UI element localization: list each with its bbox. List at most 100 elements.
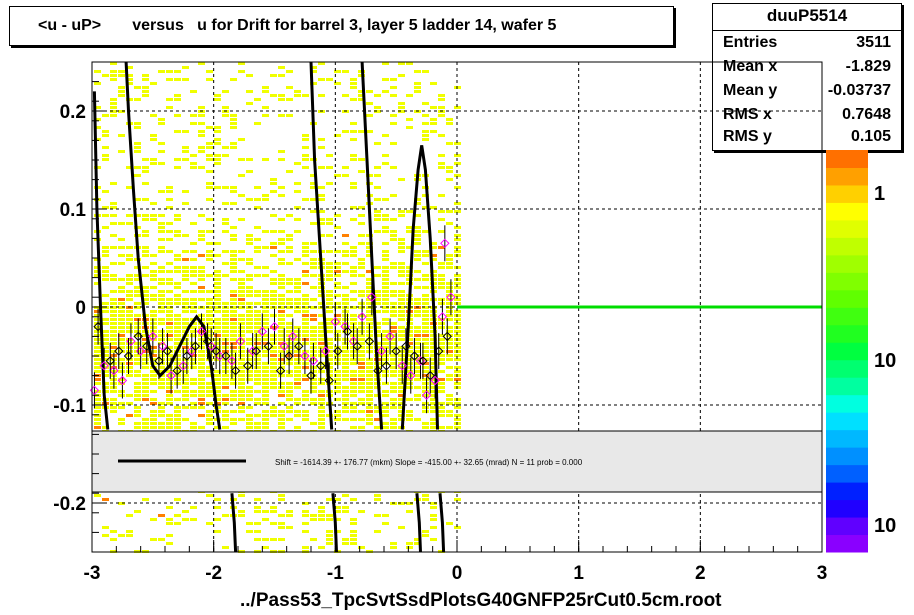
heatmap-cell	[286, 386, 293, 389]
heatmap-cell	[454, 274, 461, 277]
heatmap-cell	[182, 398, 189, 401]
heatmap-cell	[422, 422, 429, 425]
heatmap-cell	[198, 114, 205, 117]
heatmap-cell	[262, 538, 269, 541]
heatmap-cell	[254, 522, 261, 525]
profile-point-magenta	[109, 365, 119, 376]
heatmap-cell	[190, 326, 197, 329]
heatmap-cell	[134, 286, 141, 289]
heatmap-cell	[198, 274, 205, 277]
heatmap-cell	[446, 338, 453, 341]
heatmap-cell	[142, 198, 149, 201]
heatmap-cell	[286, 410, 293, 413]
heatmap-cell	[358, 290, 365, 293]
heatmap-cell	[158, 118, 165, 121]
heatmap-cell	[214, 318, 221, 321]
heatmap-cell	[214, 282, 221, 285]
heatmap-cell	[310, 274, 317, 277]
heatmap-cell	[262, 266, 269, 269]
heatmap-cell	[350, 206, 357, 209]
heatmap-cell	[358, 330, 365, 333]
heatmap-cell	[118, 402, 125, 405]
heatmap-cell	[286, 278, 293, 281]
heatmap-cell	[190, 346, 197, 349]
heatmap-cell	[454, 342, 461, 345]
heatmap-cell	[374, 266, 381, 269]
heatmap-cell	[174, 234, 181, 237]
heatmap-cell	[166, 398, 173, 401]
heatmap-cell	[414, 374, 421, 377]
heatmap-cell	[142, 94, 149, 97]
heatmap-cell	[126, 294, 133, 297]
heatmap-cell	[302, 514, 309, 517]
heatmap-cell	[350, 370, 357, 373]
heatmap-cell	[302, 374, 309, 377]
heatmap-cell	[246, 370, 253, 373]
heatmap-cell	[126, 282, 133, 285]
heatmap-cell	[198, 402, 205, 405]
heatmap-cell	[174, 258, 181, 261]
heatmap-cell	[318, 222, 325, 225]
heatmap-cell	[118, 150, 125, 153]
heatmap-cell	[374, 498, 381, 501]
heatmap-cell	[422, 318, 429, 321]
heatmap-cell	[142, 218, 149, 221]
heatmap-cell	[158, 350, 165, 353]
heatmap-cell	[358, 366, 365, 369]
heatmap-cell	[318, 354, 325, 357]
heatmap-cell	[214, 530, 221, 533]
heatmap-cell	[182, 342, 189, 345]
heatmap-cell	[390, 330, 397, 333]
heatmap-cell	[246, 286, 253, 289]
heatmap-cell	[318, 362, 325, 365]
heatmap-cell	[174, 330, 181, 333]
heatmap-cell	[430, 406, 437, 409]
heatmap-cell	[374, 166, 381, 169]
heatmap-cell	[150, 382, 157, 385]
heatmap-cell	[366, 378, 373, 381]
heatmap-cell	[326, 518, 333, 521]
profile-point-black	[202, 336, 213, 347]
heatmap-cell	[430, 422, 437, 425]
heatmap-cell	[230, 266, 237, 269]
heatmap-cell	[318, 314, 325, 317]
heatmap-cell	[326, 346, 333, 349]
heatmap-cell	[374, 142, 381, 145]
heatmap-cell	[150, 162, 157, 165]
heatmap-cell	[190, 242, 197, 245]
heatmap-cell	[238, 374, 245, 377]
heatmap-cell	[182, 66, 189, 69]
heatmap-cell	[118, 418, 125, 421]
heatmap-cell	[126, 374, 133, 377]
heatmap-cell	[454, 202, 461, 205]
heatmap-cell	[134, 126, 141, 129]
heatmap-cell	[438, 358, 445, 361]
heatmap-cell	[326, 322, 333, 325]
heatmap-cell	[382, 394, 389, 397]
heatmap-cell	[150, 322, 157, 325]
heatmap-cell	[134, 394, 141, 397]
heatmap-cell	[110, 310, 117, 313]
profile-point-magenta	[446, 292, 456, 302]
heatmap-cell	[166, 298, 173, 301]
heatmap-cell	[246, 262, 253, 265]
heatmap-cell	[302, 306, 309, 309]
heatmap-cell	[278, 310, 285, 313]
heatmap-cell	[254, 350, 261, 353]
stat-value: 0.105	[850, 128, 891, 145]
stat-label: RMS y	[723, 128, 772, 145]
heatmap-cell	[94, 362, 101, 365]
heatmap-cell	[390, 426, 397, 429]
heatmap-cell	[102, 274, 109, 277]
heatmap-cell	[318, 322, 325, 325]
heatmap-cell	[134, 322, 141, 325]
heatmap-cell	[350, 318, 357, 321]
heatmap-cell	[254, 186, 261, 189]
heatmap-cell	[150, 318, 157, 321]
heatmap-cell	[110, 114, 117, 117]
heatmap-cell	[358, 206, 365, 209]
heatmap-cell	[94, 422, 101, 425]
heatmap-cell	[446, 318, 453, 321]
heatmap-cell	[422, 350, 429, 353]
heatmap-cell	[142, 378, 149, 381]
